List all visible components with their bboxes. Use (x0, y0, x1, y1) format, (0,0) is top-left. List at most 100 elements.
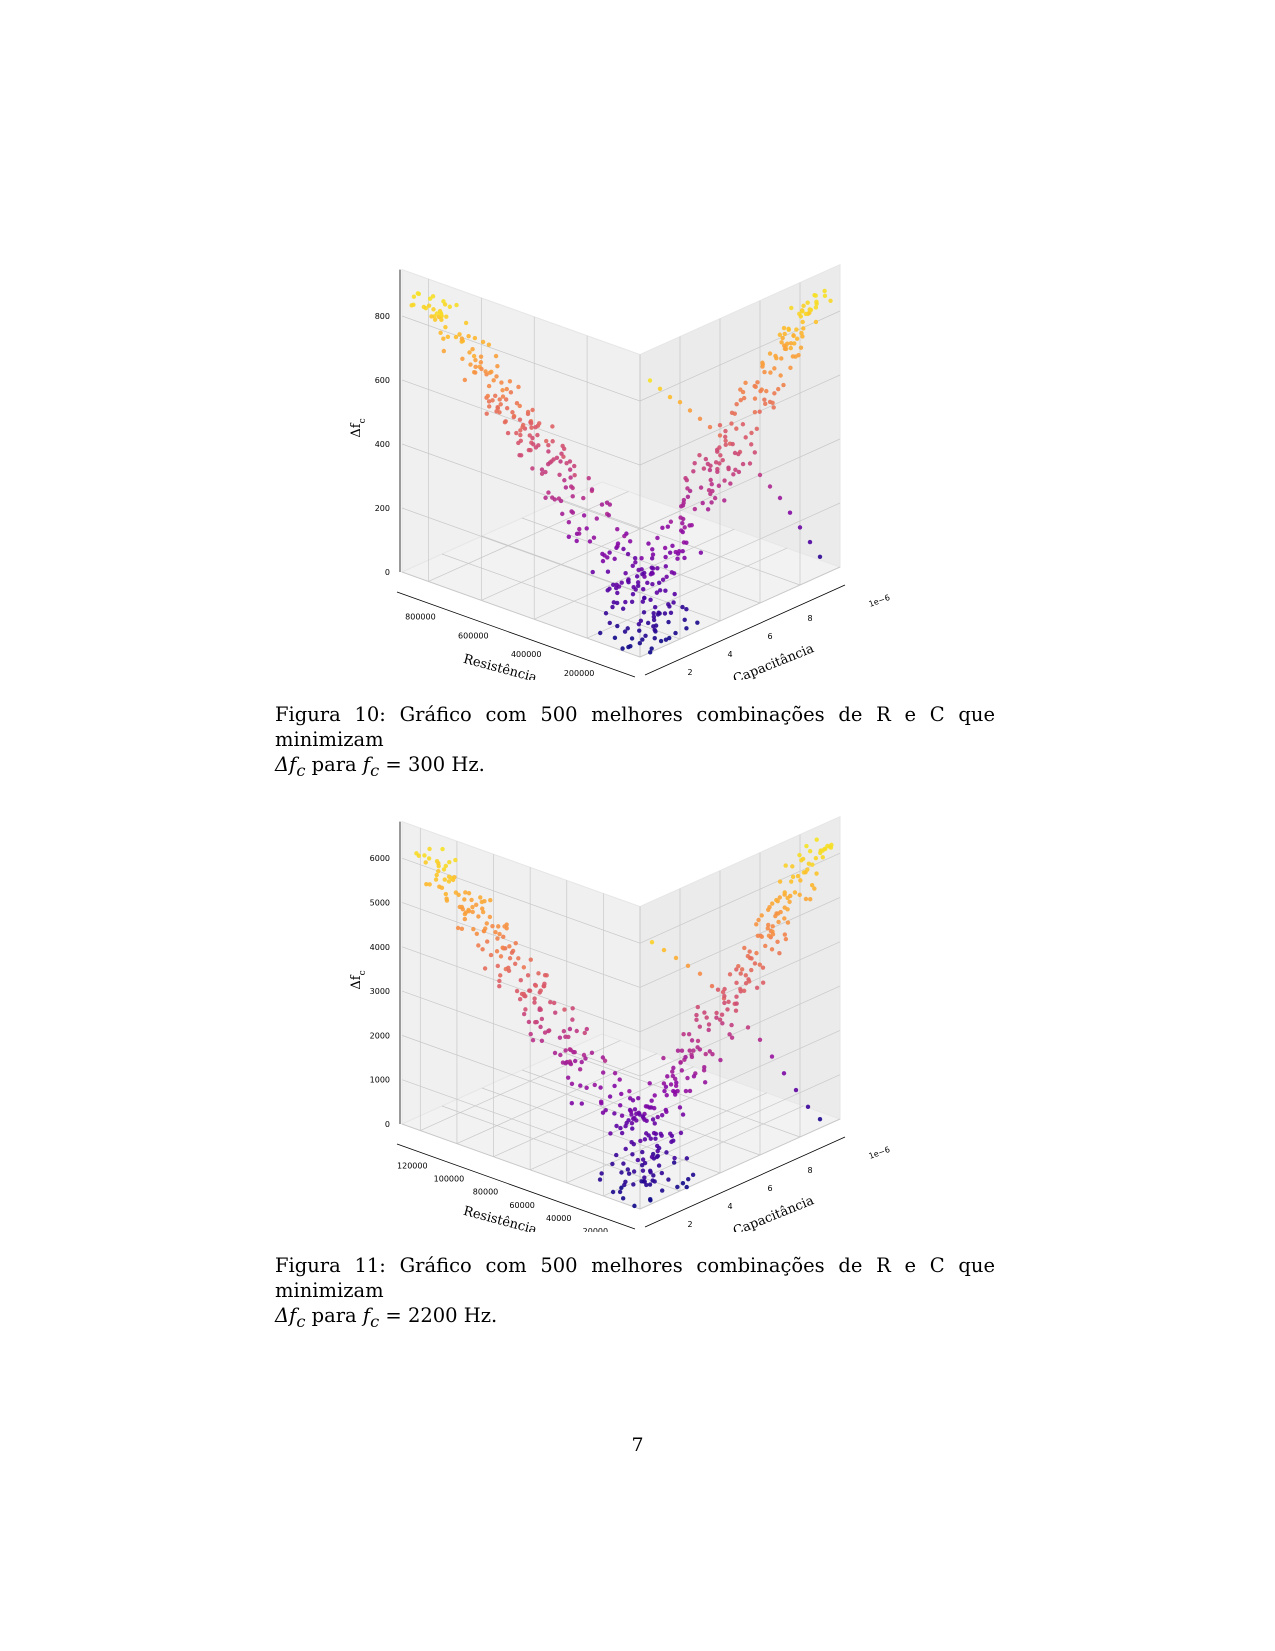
data-point (720, 457, 725, 463)
data-point (615, 590, 620, 596)
data-point (602, 1058, 608, 1063)
data-point (569, 509, 574, 514)
data-point (548, 1000, 553, 1005)
data-point (790, 354, 796, 359)
data-point (689, 1038, 695, 1043)
data-point (617, 1077, 622, 1082)
data-point (590, 569, 595, 575)
data-point (675, 1184, 680, 1190)
data-point (675, 556, 680, 561)
data-point (631, 1169, 637, 1174)
data-point (655, 566, 660, 571)
data-point (798, 314, 804, 319)
data-point (814, 299, 819, 305)
data-point (767, 484, 773, 489)
data-point (416, 853, 422, 858)
data-point (734, 426, 739, 431)
data-point (690, 1172, 696, 1178)
data-point (640, 1149, 645, 1155)
data-point (682, 525, 687, 530)
data-point (592, 1082, 597, 1088)
data-point (777, 495, 783, 501)
data-point (628, 1109, 634, 1114)
data-point (638, 1138, 643, 1144)
data-point (630, 1152, 635, 1157)
data-point (441, 299, 446, 304)
data-point (562, 1007, 567, 1012)
data-point (630, 563, 635, 569)
data-point (487, 404, 492, 409)
data-point (481, 928, 487, 934)
data-point (651, 624, 656, 629)
data-point (736, 451, 741, 457)
data-point (440, 846, 445, 852)
data-point (582, 1030, 587, 1036)
data-point (650, 552, 656, 557)
data-point (658, 638, 664, 644)
z-tick-label: 0 (385, 1120, 390, 1129)
data-point (603, 611, 609, 616)
data-point (720, 1021, 725, 1026)
data-point (655, 1153, 661, 1159)
data-point (717, 461, 722, 466)
data-point (426, 303, 432, 308)
data-point (507, 956, 513, 961)
data-point (749, 956, 754, 961)
data-point (689, 1054, 695, 1060)
data-point (713, 460, 719, 465)
data-point (697, 452, 702, 458)
data-point (795, 873, 801, 879)
data-point (497, 983, 502, 989)
data-point (473, 357, 478, 363)
z-tick-label: 4000 (370, 943, 390, 952)
data-point (566, 534, 572, 540)
data-point (453, 857, 458, 863)
data-point (714, 1010, 719, 1016)
data-point (612, 556, 617, 562)
data-point (503, 397, 509, 402)
data-point (505, 430, 511, 436)
caption-text: Gráfico com 500 melhores combinações de … (275, 703, 996, 751)
data-point (479, 899, 485, 905)
data-point (633, 587, 638, 592)
data-point (794, 327, 799, 332)
data-point (648, 1198, 653, 1203)
data-point (797, 525, 803, 530)
data-point (665, 1074, 670, 1079)
data-point (544, 438, 549, 444)
data-point (626, 577, 631, 582)
data-point (533, 983, 539, 988)
data-point (680, 1181, 686, 1186)
z-tick-label: 400 (375, 440, 390, 449)
data-point (733, 467, 738, 473)
data-point (623, 1146, 628, 1152)
data-point (695, 1004, 701, 1010)
data-point (471, 926, 476, 932)
data-point (680, 529, 685, 535)
data-point (771, 405, 776, 410)
data-point (666, 619, 671, 625)
data-point (736, 963, 741, 969)
y-tick-label: 2 (687, 1220, 692, 1229)
data-point (638, 618, 644, 623)
data-point (705, 507, 711, 512)
data-point (648, 1136, 653, 1141)
data-point (538, 988, 543, 993)
data-point (734, 1001, 739, 1006)
data-point (612, 635, 618, 641)
data-point (785, 895, 790, 901)
data-point (623, 599, 628, 605)
data-point (470, 909, 475, 915)
data-point (655, 1114, 660, 1120)
data-point (552, 1050, 558, 1056)
data-point (532, 1000, 537, 1005)
data-point (723, 434, 728, 440)
data-point (614, 1123, 619, 1129)
data-point (507, 379, 513, 384)
data-point (780, 335, 785, 341)
data-point (773, 353, 778, 359)
data-point (669, 570, 675, 575)
data-point (727, 972, 733, 977)
data-point (807, 539, 813, 545)
data-point (732, 411, 737, 416)
